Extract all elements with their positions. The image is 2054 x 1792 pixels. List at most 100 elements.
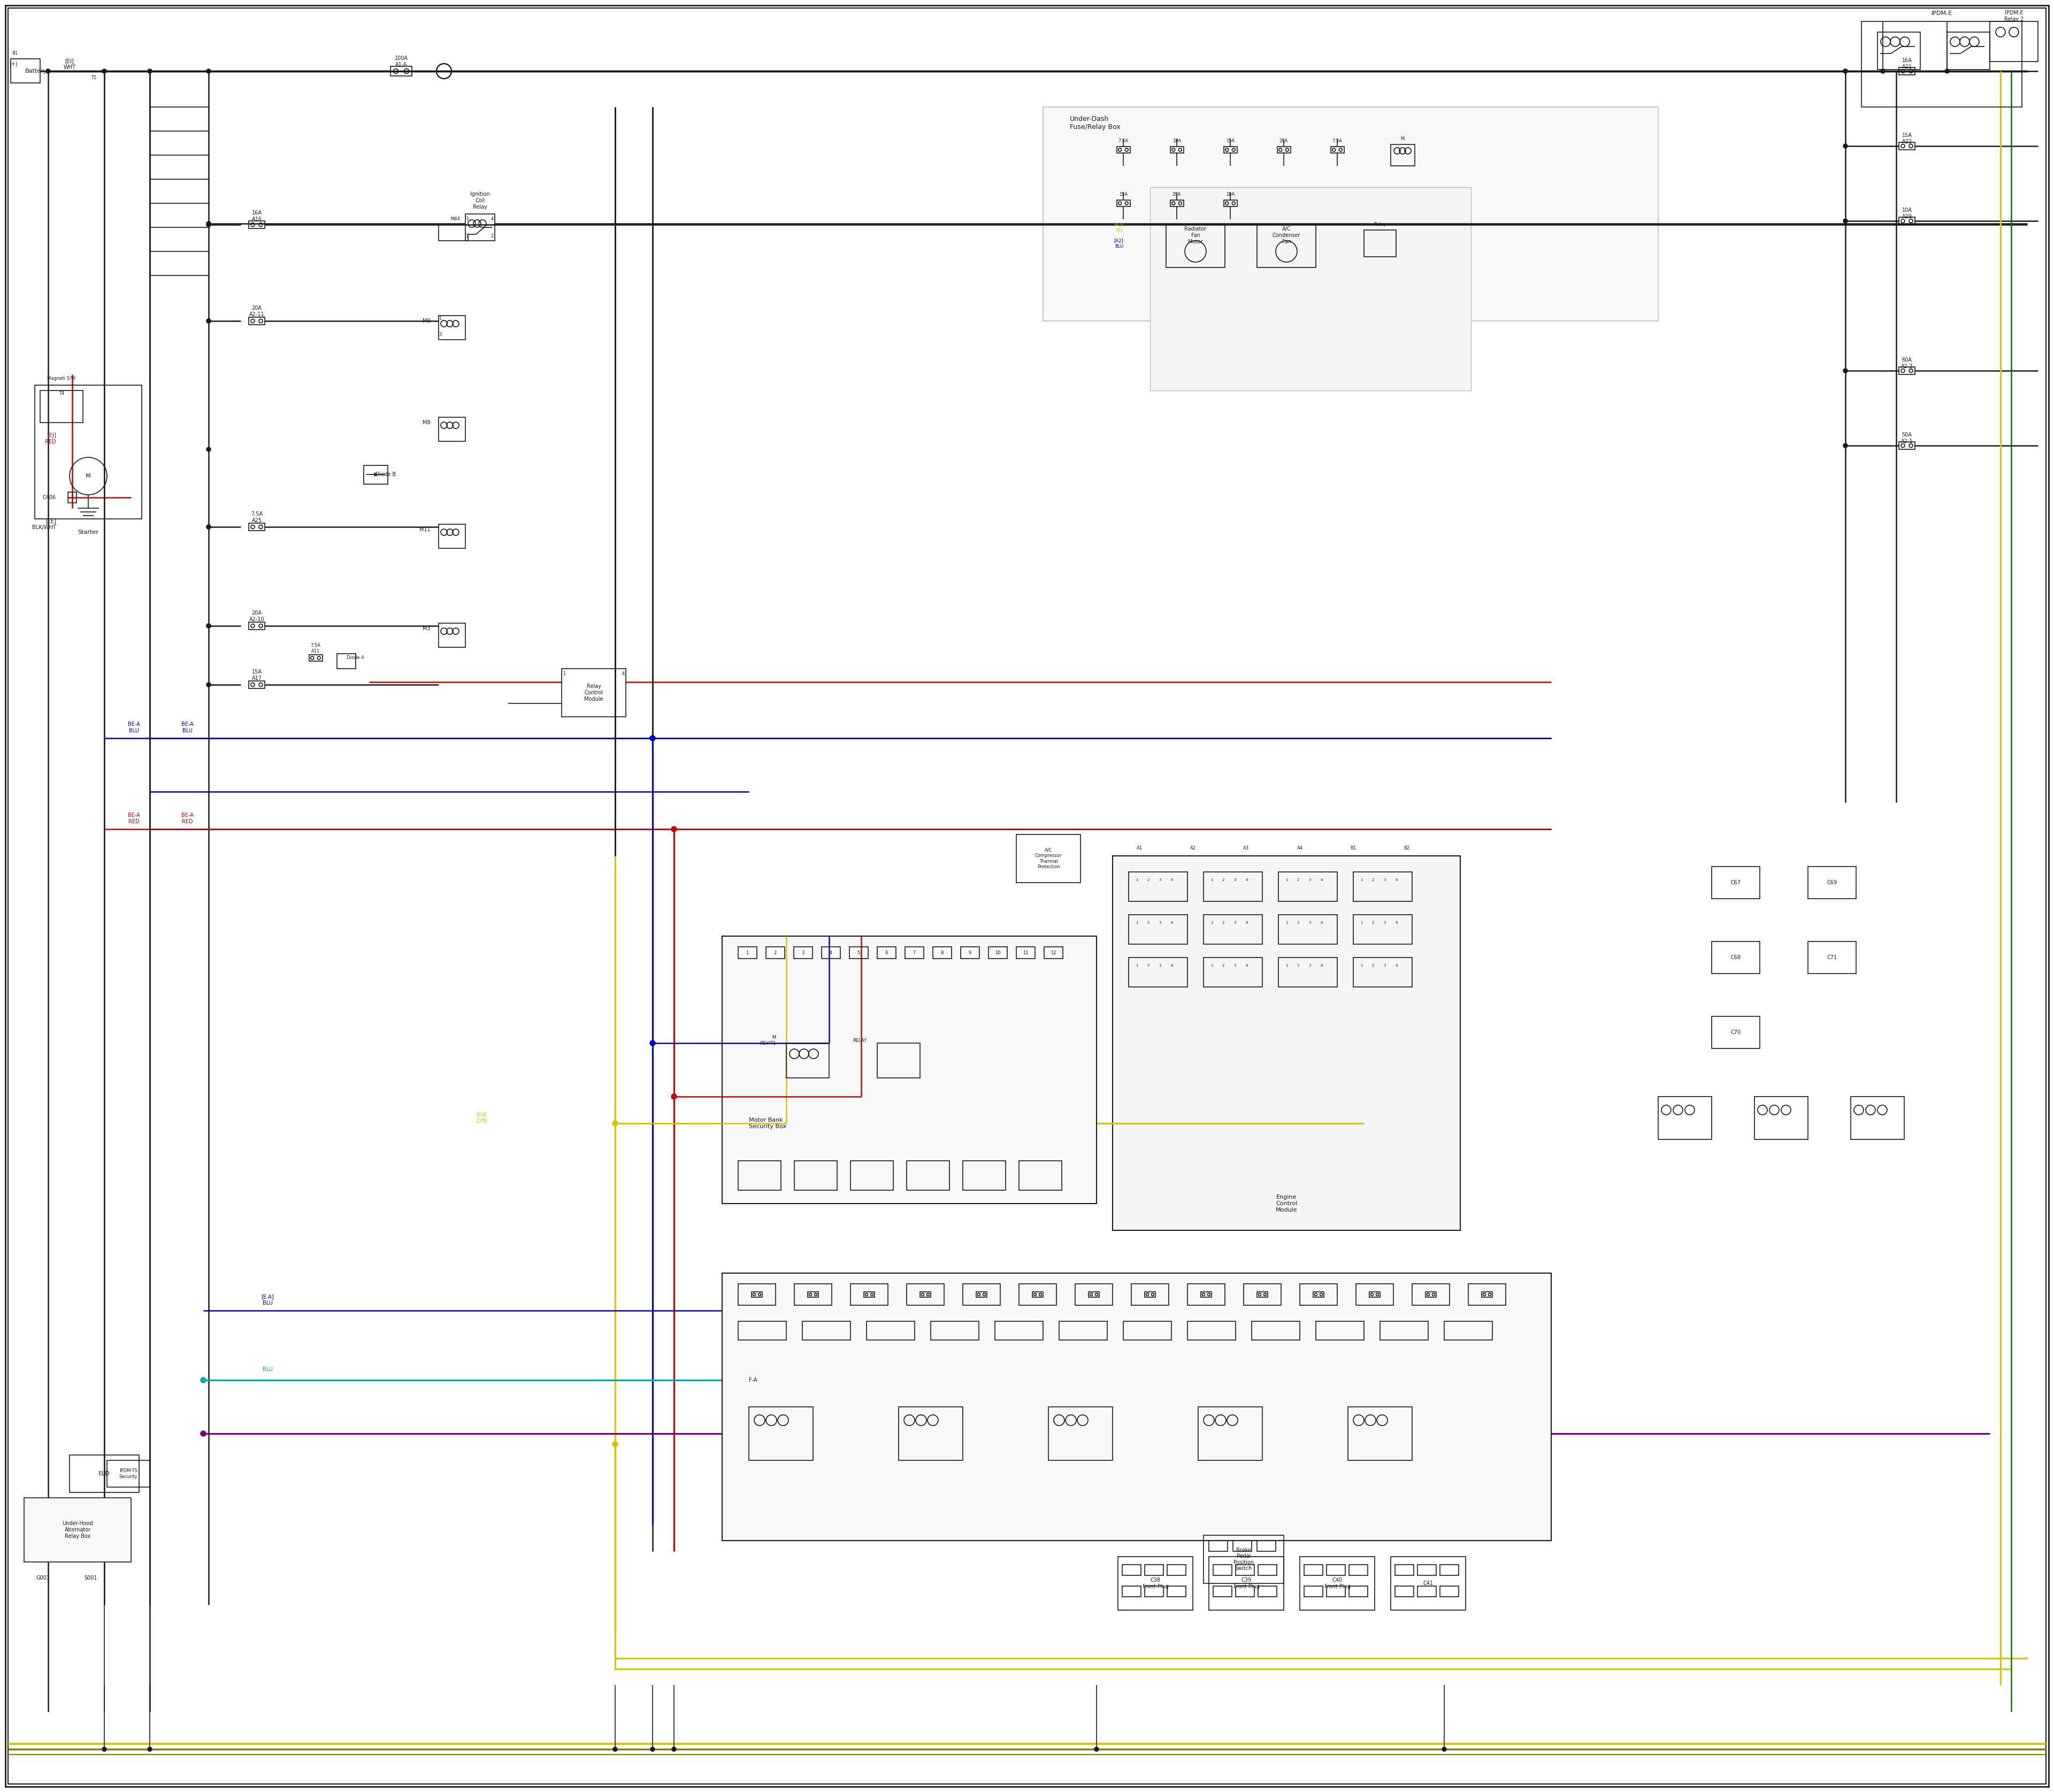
Circle shape	[45, 70, 49, 73]
Text: 4: 4	[1245, 878, 1249, 882]
Text: 15A
A22: 15A A22	[1902, 133, 1912, 145]
Bar	[1898, 68, 1914, 75]
Bar	[337, 654, 355, 668]
Circle shape	[103, 1747, 107, 1751]
Text: 2: 2	[1148, 878, 1150, 882]
Text: 4: 4	[1395, 878, 1399, 882]
Text: 3: 3	[1384, 921, 1386, 925]
Bar	[1187, 1321, 1237, 1340]
Bar	[1167, 1586, 1185, 1597]
Bar	[107, 1460, 150, 1487]
Text: ELD: ELD	[99, 1471, 111, 1477]
Bar	[41, 391, 82, 423]
Circle shape	[201, 1432, 205, 1435]
Circle shape	[148, 1747, 152, 1751]
Text: 2: 2	[774, 950, 776, 955]
Bar	[1224, 147, 1237, 152]
Text: 1: 1	[440, 315, 442, 321]
Bar	[1257, 224, 1317, 267]
Bar	[1204, 957, 1263, 987]
Text: C67: C67	[1732, 880, 1742, 885]
Circle shape	[672, 1747, 676, 1751]
Bar	[364, 466, 388, 484]
Bar	[1033, 1292, 1043, 1297]
Text: C71: C71	[1826, 955, 1836, 961]
Bar	[1391, 145, 1415, 167]
Text: A1: A1	[1136, 846, 1142, 849]
Text: 3: 3	[1384, 878, 1386, 882]
Text: 20A
A2-10: 20A A2-10	[249, 611, 265, 622]
Bar	[1257, 1541, 1276, 1552]
Text: 2: 2	[1222, 878, 1224, 882]
Bar	[1117, 1557, 1193, 1611]
Bar	[1364, 229, 1397, 256]
Bar	[1257, 1586, 1278, 1597]
Text: 10A: 10A	[1173, 138, 1181, 143]
Text: 2: 2	[1148, 921, 1150, 925]
Circle shape	[207, 70, 212, 73]
Bar	[440, 624, 466, 647]
Bar	[1121, 1564, 1140, 1575]
Bar	[795, 1283, 832, 1305]
Circle shape	[1842, 143, 1847, 149]
Bar	[877, 946, 896, 959]
Text: M8: M8	[423, 419, 431, 425]
Bar	[1313, 1292, 1325, 1297]
Text: 3: 3	[1384, 964, 1386, 968]
Text: 1: 1	[1136, 964, 1138, 968]
Text: 4: 4	[622, 672, 624, 676]
Circle shape	[612, 1441, 618, 1446]
Text: IPDM-E
Relay 2: IPDM-E Relay 2	[2005, 11, 2023, 22]
Text: 20A: 20A	[1280, 138, 1288, 143]
Circle shape	[649, 1041, 655, 1047]
Bar	[920, 1292, 930, 1297]
Circle shape	[1945, 70, 1949, 73]
Bar	[1197, 1407, 1263, 1460]
Bar	[1417, 1564, 1436, 1575]
Text: Relay: Relay	[1374, 222, 1386, 228]
Bar	[1711, 1016, 1760, 1048]
Bar	[930, 1321, 980, 1340]
Text: 3: 3	[1308, 878, 1310, 882]
Text: C38
Front Plug: C38 Front Plug	[1142, 1577, 1169, 1590]
Circle shape	[207, 624, 212, 627]
Text: C406: C406	[43, 495, 55, 500]
Text: B1: B1	[1349, 846, 1356, 849]
Bar	[1019, 1283, 1056, 1305]
Bar	[1990, 22, 2038, 61]
Bar	[1043, 108, 1658, 321]
Text: 20A
A2-11: 20A A2-11	[249, 306, 265, 317]
Text: Relay
Control
Module: Relay Control Module	[583, 685, 604, 702]
Text: Under-Dash
Fuse/Relay Box: Under-Dash Fuse/Relay Box	[1070, 115, 1121, 131]
Text: 4: 4	[1171, 964, 1173, 968]
Text: 10: 10	[994, 950, 1000, 955]
Text: C68: C68	[1732, 955, 1742, 961]
Bar	[850, 946, 869, 959]
Text: [EI]
WHT: [EI] WHT	[64, 59, 76, 70]
Bar	[1019, 1161, 1062, 1190]
Text: 10A
A29: 10A A29	[1902, 208, 1912, 219]
Text: BE-A
BLU: BE-A BLU	[127, 722, 140, 733]
Text: 12: 12	[1050, 950, 1056, 955]
Bar	[906, 1283, 945, 1305]
Text: C41: C41	[1423, 1581, 1434, 1586]
Text: 6: 6	[885, 950, 887, 955]
Text: T1: T1	[90, 75, 97, 81]
Bar	[1469, 1283, 1506, 1305]
Text: Battery: Battery	[25, 68, 47, 73]
Bar	[877, 1043, 920, 1077]
Text: 4: 4	[830, 950, 832, 955]
Text: [E-A]
BLU: [E-A] BLU	[261, 1294, 273, 1306]
Circle shape	[1095, 1747, 1099, 1751]
Text: 4: 4	[1395, 964, 1399, 968]
Bar	[906, 1161, 949, 1190]
Bar	[793, 946, 813, 959]
Bar	[752, 1292, 762, 1297]
Bar	[1214, 1564, 1232, 1575]
Text: 1: 1	[1286, 964, 1288, 968]
Text: 9: 9	[967, 950, 972, 955]
Circle shape	[207, 319, 212, 323]
Bar	[249, 681, 265, 688]
Bar	[1711, 941, 1760, 973]
Circle shape	[207, 525, 212, 529]
